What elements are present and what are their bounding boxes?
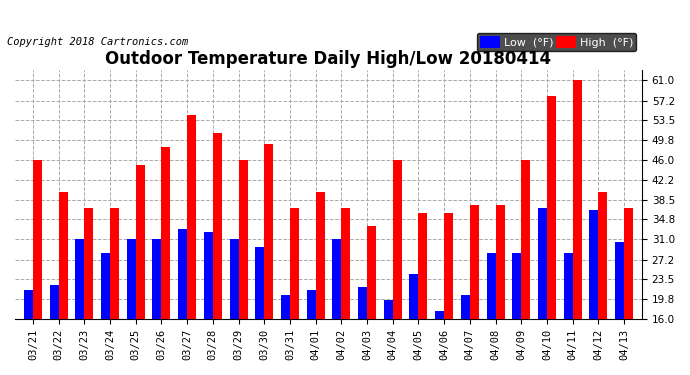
Bar: [230, 240, 239, 375]
Bar: [84, 208, 93, 375]
Bar: [444, 213, 453, 375]
Bar: [187, 115, 196, 375]
Bar: [393, 160, 402, 375]
Bar: [161, 147, 170, 375]
Bar: [178, 229, 187, 375]
Bar: [204, 231, 213, 375]
Bar: [470, 205, 479, 375]
Bar: [547, 96, 556, 375]
Bar: [333, 240, 342, 375]
Bar: [358, 287, 367, 375]
Bar: [50, 285, 59, 375]
Bar: [486, 253, 495, 375]
Bar: [409, 274, 418, 375]
Bar: [512, 253, 521, 375]
Bar: [110, 208, 119, 375]
Bar: [521, 160, 530, 375]
Bar: [59, 192, 68, 375]
Bar: [152, 240, 161, 375]
Bar: [461, 295, 470, 375]
Bar: [213, 134, 222, 375]
Bar: [33, 160, 42, 375]
Bar: [589, 210, 598, 375]
Bar: [101, 253, 110, 375]
Bar: [315, 192, 325, 375]
Bar: [290, 208, 299, 375]
Bar: [598, 192, 607, 375]
Bar: [435, 311, 444, 375]
Bar: [255, 248, 264, 375]
Bar: [136, 165, 145, 375]
Bar: [367, 226, 376, 375]
Bar: [281, 295, 290, 375]
Title: Outdoor Temperature Daily High/Low 20180414: Outdoor Temperature Daily High/Low 20180…: [106, 50, 551, 68]
Bar: [306, 290, 315, 375]
Bar: [615, 242, 624, 375]
Bar: [495, 205, 504, 375]
Bar: [127, 240, 136, 375]
Bar: [75, 240, 84, 375]
Text: Copyright 2018 Cartronics.com: Copyright 2018 Cartronics.com: [7, 37, 188, 47]
Bar: [264, 144, 273, 375]
Bar: [342, 208, 351, 375]
Bar: [239, 160, 248, 375]
Bar: [573, 80, 582, 375]
Bar: [564, 253, 573, 375]
Legend: Low  (°F), High  (°F): Low (°F), High (°F): [477, 33, 636, 51]
Bar: [384, 300, 393, 375]
Bar: [538, 208, 547, 375]
Bar: [24, 290, 33, 375]
Bar: [418, 213, 427, 375]
Bar: [624, 208, 633, 375]
